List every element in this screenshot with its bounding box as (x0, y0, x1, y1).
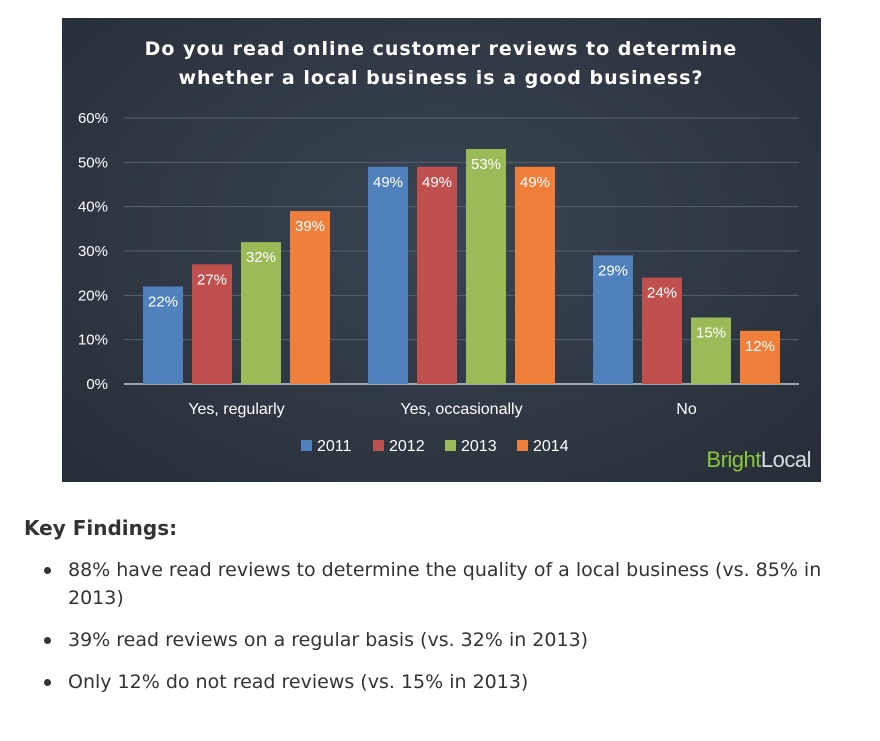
y-tick-label: 10% (78, 332, 108, 349)
legend-swatch (445, 440, 456, 451)
legend-label: 2012 (389, 438, 425, 455)
data-label: 49% (373, 174, 403, 191)
y-tick-label: 30% (78, 243, 108, 260)
legend-swatch (301, 440, 312, 451)
bar (691, 317, 731, 384)
data-label: 53% (471, 156, 501, 173)
bar (417, 166, 457, 384)
chart-panel: Do you read online customer reviews to d… (62, 18, 821, 482)
legend-swatch (517, 440, 528, 451)
bar (466, 149, 506, 384)
data-label: 27% (197, 271, 227, 288)
data-label: 49% (520, 174, 550, 191)
bar (143, 286, 183, 384)
chart-title: whether a local business is a good busin… (178, 67, 703, 89)
legend-swatch (373, 440, 384, 451)
bar-chart: Do you read online customer reviews to d… (78, 38, 799, 455)
finding-item: 39% read reviews on a regular basis (vs.… (24, 626, 864, 654)
data-label: 39% (295, 218, 325, 235)
finding-item: 88% have read reviews to determine the q… (24, 556, 864, 612)
data-label: 15% (696, 325, 726, 342)
data-label: 12% (745, 338, 775, 355)
data-label: 29% (598, 262, 628, 279)
data-label: 24% (647, 285, 677, 302)
bar (740, 330, 780, 384)
legend-label: 2014 (533, 438, 569, 455)
brand-part2: Local (760, 447, 812, 472)
key-findings: Key Findings: 88% have read reviews to d… (24, 516, 864, 710)
data-label: 32% (246, 249, 276, 266)
findings-heading: Key Findings: (24, 516, 178, 540)
data-label: 22% (148, 293, 178, 310)
y-tick-label: 20% (78, 287, 108, 304)
y-tick-label: 50% (78, 154, 108, 171)
bar (192, 264, 232, 384)
y-tick-label: 40% (78, 199, 108, 216)
bar (515, 166, 555, 384)
bar (593, 255, 633, 384)
brightlocal-logo: BrightLocal (706, 447, 811, 473)
x-tick-label: Yes, regularly (188, 401, 284, 418)
y-tick-label: 0% (86, 376, 108, 393)
finding-item: Only 12% do not read reviews (vs. 15% in… (24, 668, 864, 696)
brand-part1: Bright (706, 447, 761, 472)
legend-label: 2011 (317, 438, 352, 455)
bar (241, 242, 281, 384)
chart-title: Do you read online customer reviews to d… (145, 38, 738, 60)
data-label: 49% (422, 174, 452, 191)
legend-label: 2013 (461, 438, 497, 455)
x-tick-label: Yes, occasionally (400, 401, 522, 418)
y-tick-label: 60% (78, 110, 108, 127)
x-tick-label: No (676, 401, 697, 418)
bar (368, 166, 408, 384)
findings-list: 88% have read reviews to determine the q… (24, 556, 864, 696)
bar (290, 211, 330, 384)
bar (642, 277, 682, 384)
